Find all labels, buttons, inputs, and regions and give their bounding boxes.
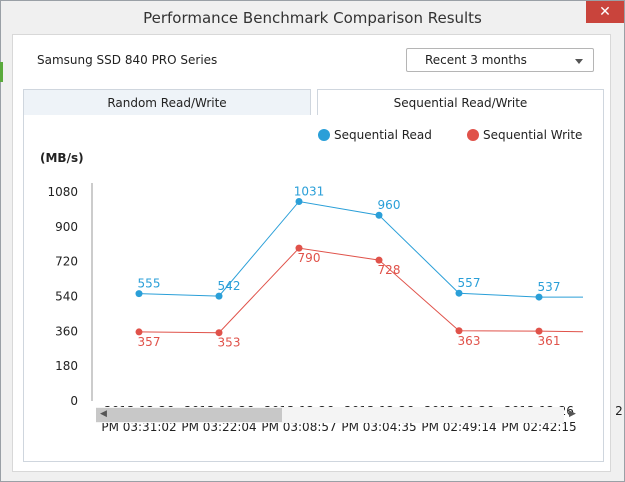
x-tick-label-time: PM 02:42:15 <box>501 420 576 434</box>
y-tick-label: 0 <box>70 394 78 408</box>
title-bar: Performance Benchmark Comparison Results… <box>1 1 624 35</box>
data-point-sequential-read <box>535 293 543 301</box>
y-tick-label: 360 <box>55 324 78 338</box>
data-point-sequential-write <box>375 256 383 264</box>
legend-marker <box>467 129 479 141</box>
chart-panel <box>23 115 604 462</box>
y-tick-label: 540 <box>55 290 78 304</box>
arrow-right-icon[interactable]: ▶ <box>569 409 576 419</box>
data-point-sequential-write <box>135 328 143 336</box>
period-selected-value: Recent 3 months <box>425 53 527 67</box>
data-label-sequential-write: 353 <box>218 336 241 350</box>
data-label-sequential-read: 960 <box>378 198 401 212</box>
data-point-sequential-read <box>375 211 383 219</box>
data-point-sequential-write <box>215 329 223 337</box>
x-tick-label-date: 2 <box>615 404 623 418</box>
data-label-sequential-write: 361 <box>538 334 561 348</box>
tab-random-read-write[interactable]: Random Read/Write <box>23 89 311 115</box>
legend-label: Sequential Read <box>334 128 432 142</box>
scrollbar-thumb[interactable] <box>96 408 282 422</box>
data-point-sequential-write <box>535 327 543 335</box>
legend-item-sequential-write: Sequential Write <box>467 128 582 142</box>
background-window-edge <box>0 62 3 82</box>
content-panel: Samsung SSD 840 PRO Series Recent 3 mont… <box>12 34 611 472</box>
y-axis-label: (MB/s) <box>40 151 84 165</box>
x-tick-label-time: PM 02:49:14 <box>421 420 496 434</box>
data-label-sequential-write: 357 <box>138 335 161 349</box>
arrow-left-icon[interactable]: ◀ <box>100 409 107 419</box>
y-tick-label: 1080 <box>47 185 78 199</box>
data-point-sequential-read <box>455 289 463 297</box>
close-button[interactable]: ✕ <box>586 1 624 23</box>
y-tick-label: 180 <box>55 359 78 373</box>
window-title: Performance Benchmark Comparison Results <box>143 9 482 27</box>
x-tick-label-time: PM 03:08:57 <box>261 420 336 434</box>
close-icon: ✕ <box>599 4 611 20</box>
legend-marker <box>318 129 330 141</box>
data-point-sequential-write <box>295 244 303 252</box>
data-label-sequential-write: 728 <box>378 263 401 277</box>
x-tick-label-time: PM 03:31:02 <box>101 420 176 434</box>
series-line-sequential-write <box>138 247 584 334</box>
data-label-sequential-read: 1031 <box>294 184 325 198</box>
y-tick-label: 720 <box>55 255 78 269</box>
tab-sequential-read-write[interactable]: Sequential Read/Write <box>317 89 604 115</box>
data-label-sequential-read: 557 <box>458 276 481 290</box>
legend-label: Sequential Write <box>483 128 583 142</box>
y-tick-label: 900 <box>55 220 78 234</box>
data-label-sequential-read: 537 <box>538 280 561 294</box>
model-name: Samsung SSD 840 PRO Series <box>37 53 218 67</box>
data-label-sequential-write: 363 <box>458 334 481 348</box>
series-line-sequential-read <box>138 200 583 298</box>
chart-horizontal-scrollbar[interactable] <box>96 407 564 423</box>
data-label-sequential-read: 542 <box>218 279 241 293</box>
data-label-sequential-write: 790 <box>298 251 321 265</box>
data-point-sequential-read <box>215 292 223 300</box>
data-point-sequential-write <box>455 327 463 335</box>
chevron-down-icon <box>575 59 583 64</box>
data-label-sequential-read: 555 <box>138 277 161 291</box>
period-dropdown[interactable]: Recent 3 months <box>406 48 594 72</box>
x-tick-label-time: PM 03:04:35 <box>341 420 416 434</box>
legend-item-sequential-read: Sequential Read <box>318 128 432 142</box>
data-point-sequential-read <box>135 290 143 298</box>
data-point-sequential-read <box>295 197 303 205</box>
tab-label: Sequential Read/Write <box>393 95 528 110</box>
tab-label: Random Read/Write <box>107 95 227 110</box>
x-tick-label-time: PM 03:22:04 <box>181 420 256 434</box>
